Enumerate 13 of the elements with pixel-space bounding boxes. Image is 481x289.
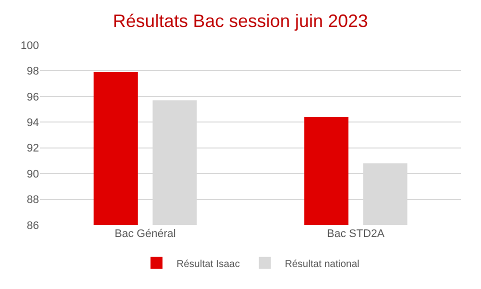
chart-title: Résultats Bac session juin 2023 bbox=[112, 11, 368, 32]
y-tick-label: 96 bbox=[26, 91, 39, 104]
y-tick-label: 86 bbox=[26, 220, 39, 232]
y-tick-label: 90 bbox=[26, 168, 39, 180]
y-tick-label: 94 bbox=[26, 116, 39, 129]
legend-label: Résultat national bbox=[284, 258, 360, 270]
legend-label: Résultat Isaac bbox=[176, 258, 240, 270]
y-tick-label: 100 bbox=[20, 40, 39, 52]
y-tick-label: 92 bbox=[26, 142, 39, 155]
x-tick-label: Bac STD2A bbox=[327, 228, 386, 240]
y-tick-label: 98 bbox=[26, 66, 39, 78]
y-tick-label: 88 bbox=[26, 194, 39, 206]
x-tick-label: Bac Général bbox=[114, 228, 176, 240]
